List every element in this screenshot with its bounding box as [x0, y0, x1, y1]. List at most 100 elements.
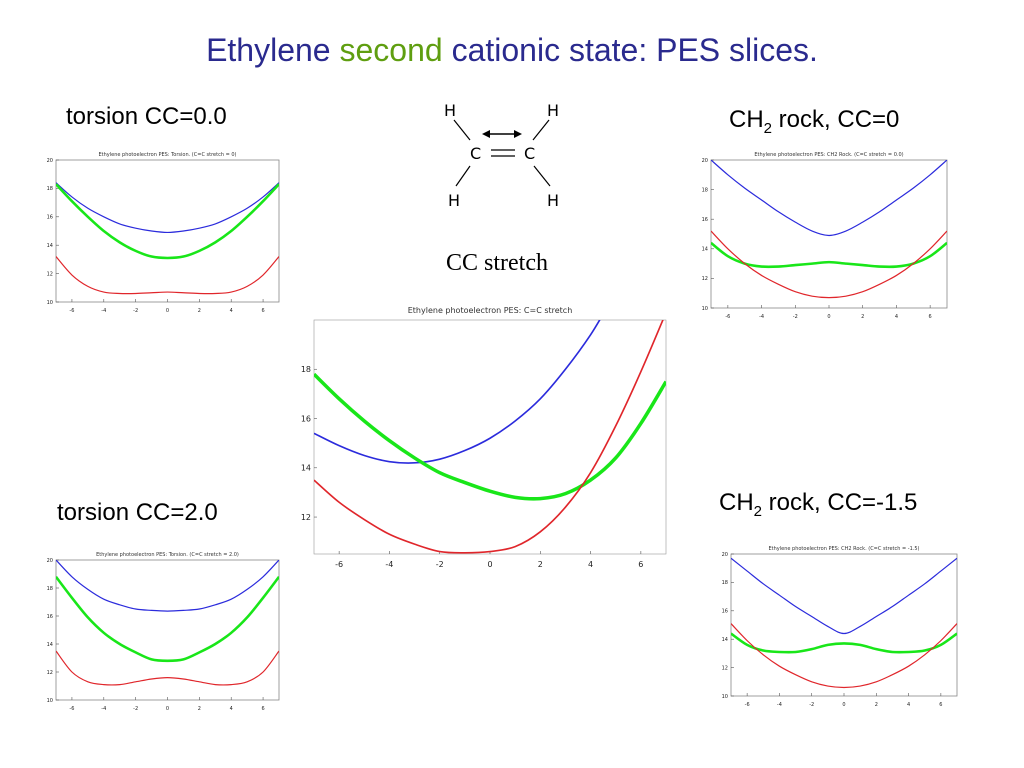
y-tick-label: 10 [702, 306, 708, 312]
x-tick-label: 0 [166, 706, 169, 712]
plot-ch2-rock-cc-1.5: Ethylene photoelectron PES: CH2 Rock. (C… [720, 542, 960, 712]
y-tick-label: 14 [722, 637, 728, 643]
x-tick-label: -2 [133, 706, 138, 712]
y-tick-label: 16 [702, 217, 708, 223]
rock15-subscript: 2 [753, 502, 763, 520]
x-tick-label: 6 [261, 308, 264, 314]
y-tick-label: 16 [47, 215, 53, 221]
label-cc-stretch: CC stretch [446, 250, 548, 276]
series-line-blue [711, 160, 947, 237]
atom-c-left: C [470, 144, 481, 163]
x-tick-label: -4 [777, 702, 782, 708]
y-tick-label: 18 [301, 365, 311, 374]
rock15-prefix: CH [719, 489, 754, 516]
x-tick-label: 6 [261, 706, 264, 712]
chart-svg-torsion0: Ethylene photoelectron PES: Torsion. (C=… [47, 152, 280, 314]
series-line-green [314, 372, 666, 501]
y-tick-label: 16 [47, 614, 53, 620]
series-line-red [56, 256, 279, 295]
atom-c-right: C [524, 144, 535, 163]
atom-h-bottom-right: H [547, 191, 559, 210]
chart-svg-torsion2: Ethylene photoelectron PES: Torsion. (C=… [47, 552, 280, 712]
x-tick-label: 2 [875, 702, 878, 708]
chart-svg-rock0: Ethylene photoelectron PES: CH2 Rock. (C… [702, 152, 948, 320]
series-line-blue [731, 557, 957, 635]
x-tick-label: 6 [638, 560, 643, 569]
plot-title: Ethylene photoelectron PES: CH2 Rock. (C… [754, 152, 903, 158]
rock0-suffix: rock, CC=0 [772, 106, 900, 133]
x-tick-label: -2 [133, 308, 138, 314]
x-tick-label: -2 [793, 314, 798, 320]
series-line-green [56, 183, 279, 260]
x-tick-label: -6 [335, 560, 343, 569]
x-tick-label: -2 [809, 702, 814, 708]
series-line-red [314, 320, 664, 554]
chart-svg-stretch: Ethylene photoelectron PES: C=C stretch -… [301, 306, 667, 569]
series-line-red [711, 230, 947, 299]
x-tick-label: 2 [198, 706, 201, 712]
x-tick-label: 4 [588, 560, 593, 569]
x-tick-label: -4 [385, 560, 393, 569]
x-tick-label: -6 [745, 702, 750, 708]
y-tick-label: 20 [47, 558, 53, 564]
y-tick-label: 18 [702, 187, 708, 193]
plot-cc-stretch: Ethylene photoelectron PES: C=C stretch -… [292, 300, 672, 576]
x-tick-label: 0 [827, 314, 830, 320]
x-tick-label: -4 [101, 706, 106, 712]
y-tick-label: 20 [722, 552, 728, 558]
series-line-green [56, 576, 279, 663]
label-ch2-rock-cc-1.5: CH2 rock, CC=-1.5 [719, 489, 917, 520]
series-line-blue [56, 560, 279, 612]
y-tick-label: 16 [722, 609, 728, 615]
chart-svg-rock15: Ethylene photoelectron PES: CH2 Rock. (C… [722, 546, 958, 708]
y-tick-label: 12 [301, 513, 311, 522]
label-torsion-cc0: torsion CC=0.0 [66, 103, 227, 130]
y-tick-label: 20 [47, 158, 53, 164]
rock0-prefix: CH [729, 106, 764, 133]
plot-frame [710, 159, 948, 309]
y-tick-label: 14 [702, 247, 708, 253]
title-accent: second [339, 32, 443, 68]
y-tick-label: 10 [47, 300, 53, 306]
plot-title: Ethylene photoelectron PES: Torsion. (C=… [96, 552, 239, 558]
plot-frame [313, 319, 667, 555]
x-tick-label: -4 [759, 314, 764, 320]
y-tick-label: 10 [47, 698, 53, 704]
ethylene-molecule-diagram: H H C C H H [444, 101, 559, 210]
y-tick-label: 18 [47, 186, 53, 192]
y-tick-label: 10 [722, 694, 728, 700]
x-tick-label: 6 [929, 314, 932, 320]
stretch-arrow-right-head [514, 130, 522, 138]
x-tick-label: 4 [895, 314, 898, 320]
y-tick-label: 14 [301, 464, 311, 473]
plot-frame [55, 159, 280, 303]
x-tick-label: 4 [907, 702, 910, 708]
x-tick-label: 4 [230, 706, 233, 712]
x-tick-label: -6 [69, 308, 74, 314]
bond-h-c-3 [455, 165, 471, 187]
plot-frame [55, 559, 280, 701]
bond-h-c-4 [533, 165, 551, 187]
slide-title: Ethylene second cationic state: PES slic… [0, 32, 1024, 69]
y-tick-label: 20 [702, 158, 708, 164]
bond-h-c-2 [532, 119, 550, 141]
x-tick-label: 0 [842, 702, 845, 708]
series-line-red [731, 623, 957, 689]
y-tick-label: 14 [47, 243, 53, 249]
atom-h-top-left: H [444, 101, 456, 120]
series-line-blue [314, 320, 601, 464]
plot-title: Ethylene photoelectron PES: CH2 Rock. (C… [768, 546, 919, 552]
series-line-blue [56, 182, 279, 234]
atom-h-top-right: H [547, 101, 559, 120]
title-part2: cationic state: PES slices. [451, 32, 818, 68]
x-tick-label: -6 [725, 314, 730, 320]
x-tick-label: -2 [436, 560, 444, 569]
x-tick-label: 6 [939, 702, 942, 708]
y-tick-label: 16 [301, 414, 311, 423]
y-tick-label: 12 [702, 276, 708, 282]
x-tick-label: -4 [101, 308, 106, 314]
plot-frame [730, 553, 958, 697]
y-tick-label: 12 [722, 665, 728, 671]
bond-h-c-1 [453, 119, 471, 141]
x-tick-label: 2 [198, 308, 201, 314]
